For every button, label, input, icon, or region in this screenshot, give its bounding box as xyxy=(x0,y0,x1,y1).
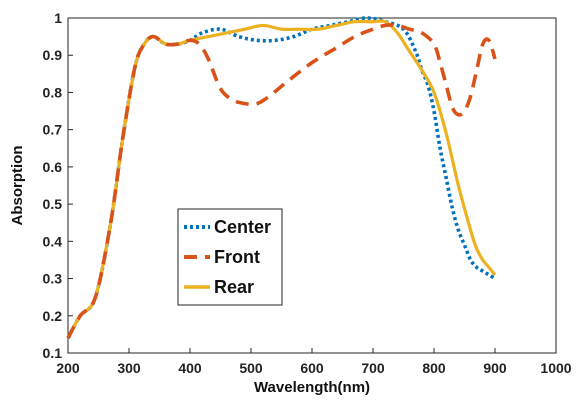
x-tick-label: 800 xyxy=(422,360,446,376)
y-tick-label: 0.2 xyxy=(43,308,63,324)
y-tick-label: 0.9 xyxy=(43,47,63,63)
plot-area xyxy=(67,17,557,354)
legend: Center Front Rear xyxy=(177,208,283,306)
legend-label-rear: Rear xyxy=(214,277,254,297)
series-line-front xyxy=(66,23,497,339)
y-tick-label: 0.8 xyxy=(43,84,63,100)
y-tick-label: 0.5 xyxy=(43,196,63,212)
legend-label-front: Front xyxy=(214,247,260,267)
x-tick-label: 500 xyxy=(239,360,263,376)
plot-frame xyxy=(67,17,557,354)
x-tick-label: 600 xyxy=(300,360,324,376)
x-tick-label: 700 xyxy=(361,360,385,376)
x-axis-title: Wavelength(nm) xyxy=(254,379,370,396)
y-tick-label: 0.1 xyxy=(43,345,63,361)
y-tick-label: 1 xyxy=(54,10,62,26)
x-tick-label: 300 xyxy=(117,360,141,376)
x-tick-label: 900 xyxy=(483,360,507,376)
y-tick-label: 0.3 xyxy=(43,271,63,287)
y-tick-label: 0.6 xyxy=(43,159,63,175)
y-tick-label: 0.7 xyxy=(43,122,63,138)
x-tick-label: 400 xyxy=(178,360,202,376)
series-layer xyxy=(66,16,497,339)
y-tick-label: 0.4 xyxy=(43,233,63,249)
x-tick-label: 1000 xyxy=(540,360,571,376)
y-axis-title: Absorption xyxy=(9,146,26,226)
tick-layer: 200 300 400 500 600 700 800 900 1000 0.1 0.2 0.3 0.4… xyxy=(43,10,572,376)
x-tick-label: 200 xyxy=(56,360,80,376)
legend-label-center: Center xyxy=(214,217,271,237)
